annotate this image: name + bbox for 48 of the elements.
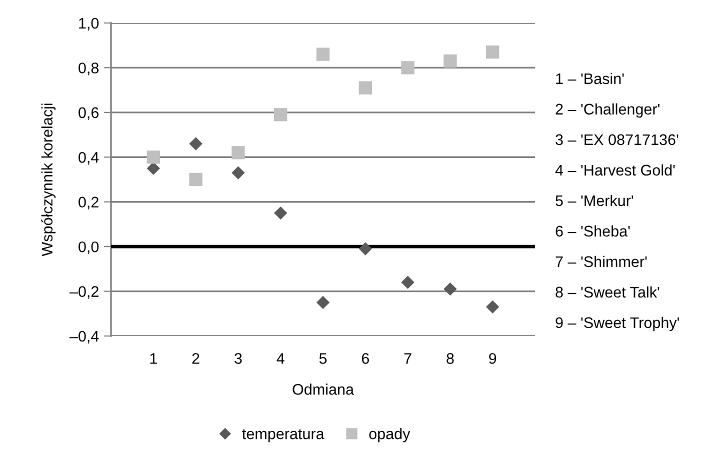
- y-tick-label: –0,2: [69, 286, 98, 299]
- x-tick-label: 1: [150, 353, 157, 364]
- point: [358, 81, 372, 94]
- x-tick-label: 5: [319, 353, 327, 364]
- text: 2 – 'Challenger': [556, 103, 660, 118]
- text: 7 – 'Shimmer': [556, 256, 647, 268]
- y-tick-label: 0,6: [78, 107, 99, 120]
- text: 8 – 'Sweet Talk': [556, 286, 660, 298]
- point: [232, 146, 245, 160]
- x-tick-label: 6: [362, 353, 369, 364]
- point: [189, 172, 202, 186]
- text: 1 – 'Basin': [556, 72, 624, 84]
- point: [444, 54, 457, 68]
- x-tick-label: 7: [404, 353, 412, 364]
- point: [232, 166, 245, 180]
- point: [358, 242, 372, 256]
- point: [146, 162, 160, 175]
- y-tick-label: 0,4: [78, 152, 99, 165]
- x-tick-label: 2: [192, 353, 200, 364]
- point: [486, 300, 500, 314]
- y-tick-label: 0,0: [78, 241, 99, 254]
- y-tick-label: 1,0: [79, 18, 99, 30]
- y-axis-title: Współczynnik korelacji: [41, 104, 56, 256]
- point: [316, 48, 330, 61]
- point: [401, 61, 414, 74]
- y-tick-label: 0,2: [78, 196, 98, 210]
- point: [274, 108, 288, 122]
- point: [401, 276, 414, 289]
- point: [274, 206, 288, 220]
- point: [146, 150, 160, 164]
- y-tick-label: –0,4: [69, 330, 99, 344]
- text: 4 – 'Harvest Gold': [555, 164, 675, 176]
- text: 6 – 'Sheba': [556, 225, 630, 237]
- text: 9 – 'Sweet Trophy': [556, 316, 679, 332]
- legend-label: opady: [369, 428, 410, 442]
- point: [444, 282, 457, 296]
- x-tick-label: 3: [234, 353, 242, 364]
- legend-label: temperatura: [242, 429, 324, 442]
- point: [486, 45, 500, 59]
- point: [316, 296, 330, 310]
- text: 5 – 'Merkur': [556, 194, 634, 206]
- x-tick-label: 8: [446, 353, 454, 364]
- x-tick-label: 9: [489, 353, 496, 364]
- x-axis-title: Odmiana: [292, 384, 354, 395]
- x-tick-label: 4: [276, 353, 284, 364]
- text: 3 – 'EX 08717136': [556, 134, 678, 146]
- y-tick-label: 0,8: [78, 62, 99, 76]
- point: [189, 137, 202, 150]
